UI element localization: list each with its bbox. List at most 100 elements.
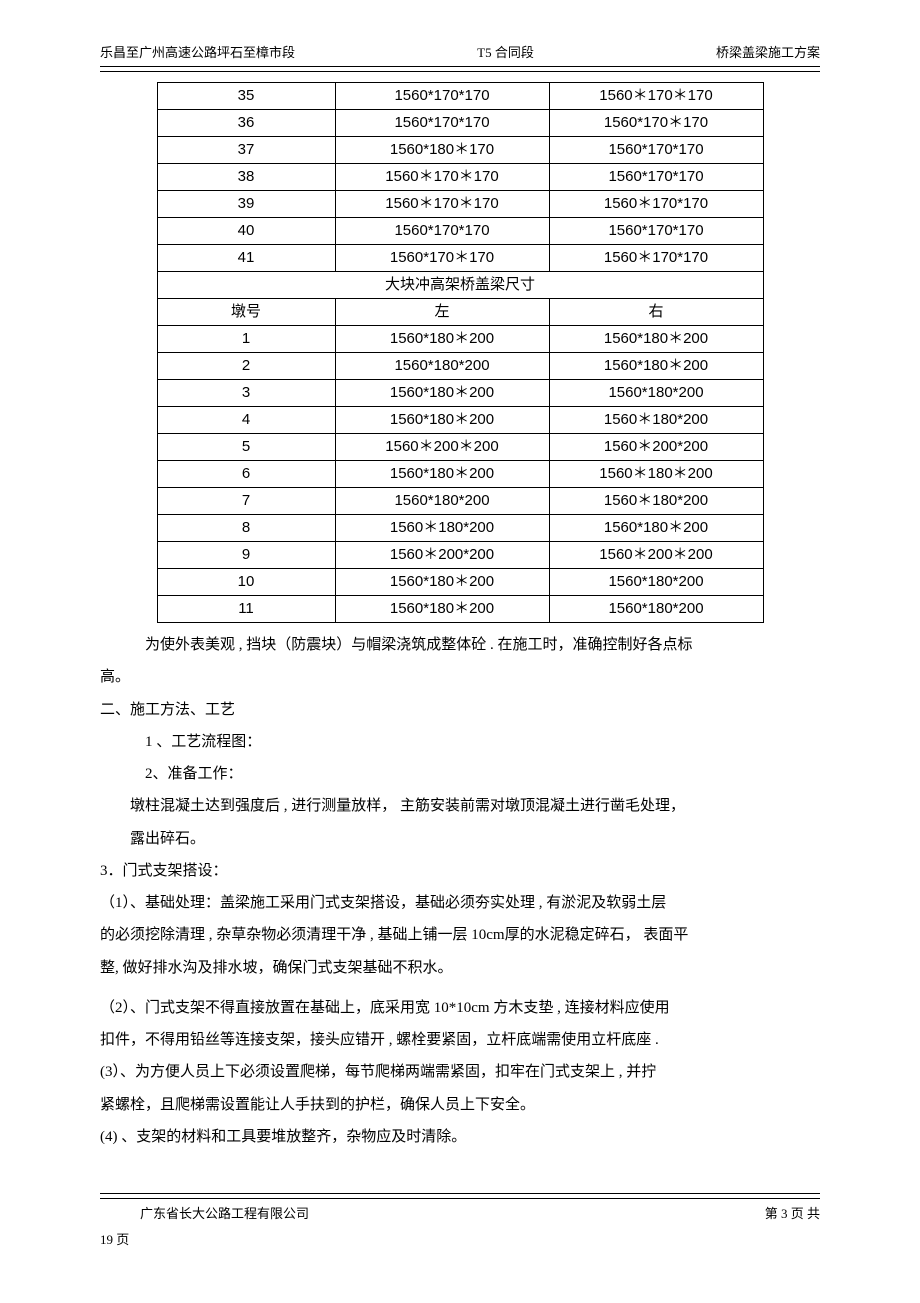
table-cell: 1560*170＊170 [335,245,549,272]
para-5b: 露出碎石。 [100,823,820,855]
footer-continue: 19 页 [100,1223,820,1248]
table-cell: 39 [157,191,335,218]
table-cell: 1560＊170*170 [549,191,763,218]
table-cell: 1560*180*200 [335,488,549,515]
header-left: 乐昌至广州高速公路坪石至樟市段 [100,44,295,62]
table-row: 71560*180*2001560＊180*200 [157,488,763,515]
table-row: 41560*180＊2001560＊180*200 [157,407,763,434]
para-7c: 整, 做好排水沟及排水坡，确保门式支架基础不积水。 [100,952,820,984]
table-cell: 1560*170*170 [549,164,763,191]
table-cell: 1560*170＊170 [549,110,763,137]
table-cell: 1560＊180*200 [549,488,763,515]
para-10: (4) 、支架的材料和工具要堆放整齐，杂物应及时清除。 [100,1121,820,1153]
para-7: （1）、基础处理：盖梁施工采用门式支架搭设，基础必须夯实处理 , 有淤泥及软弱土… [100,887,820,919]
header-rule [100,66,820,72]
para-5: 墩柱混凝土达到强度后 , 进行测量放样， 主筋安装前需对墩顶混凝土进行凿毛处理， [100,790,820,822]
table-row: 401560*170*1701560*170*170 [157,218,763,245]
para-3: 1 、工艺流程图： [100,726,820,758]
table-row: 31560*180＊2001560*180*200 [157,380,763,407]
para-1b: 高。 [100,661,820,693]
page-footer: 广东省长大公路工程有限公司 第 3 页 共 [100,1205,820,1223]
table-cell: 35 [157,83,335,110]
table-cell: 1560*180＊200 [335,326,549,353]
table-row: 21560*180*2001560*180＊200 [157,353,763,380]
table-cell: 左 [335,299,549,326]
table-cell: 1560*180＊170 [335,137,549,164]
table-cell: 1560*180＊200 [335,569,549,596]
table-cell: 37 [157,137,335,164]
table-cell: 1560*180＊200 [549,353,763,380]
table-cell: 4 [157,407,335,434]
table-cell: 36 [157,110,335,137]
footer-left: 广东省长大公路工程有限公司 [100,1205,309,1223]
body-text: 为使外表美观 , 挡块（防震块）与帽梁浇筑成整体砼 . 在施工时，准确控制好各点… [100,629,820,1153]
table-cell: 1560*180*200 [335,353,549,380]
table-cell: 1560＊200*200 [549,434,763,461]
table-cell: 1560＊180＊200 [549,461,763,488]
table-row: 411560*170＊1701560＊170*170 [157,245,763,272]
table-cell: 1560*170*170 [335,83,549,110]
table-row: 81560＊180*2001560*180＊200 [157,515,763,542]
table-cell: 2 [157,353,335,380]
table-cell: 1560＊180*200 [335,515,549,542]
dimensions-table: 351560*170*1701560＊170＊170361560*170*170… [157,82,764,623]
table-cell: 40 [157,218,335,245]
table-cell: 1560＊200＊200 [335,434,549,461]
table-row: 91560＊200*2001560＊200＊200 [157,542,763,569]
footer-rule [100,1193,820,1199]
para-2: 二、施工方法、工艺 [100,694,820,726]
table-cell: 7 [157,488,335,515]
table-cell: 41 [157,245,335,272]
table-row: 361560*170*1701560*170＊170 [157,110,763,137]
table-cell: 1560＊200＊200 [549,542,763,569]
table-row: 111560*180＊2001560*180*200 [157,596,763,623]
table-cell: 墩号 [157,299,335,326]
table-row: 351560*170*1701560＊170＊170 [157,83,763,110]
table-cell: 1560*180＊200 [335,596,549,623]
table-cell: 1560*180*200 [549,380,763,407]
para-9b: 紧螺栓，且爬梯需设置能让人手扶到的护栏，确保人员上下安全。 [100,1089,820,1121]
header-right: 桥梁盖梁施工方案 [716,44,820,62]
para-8: （2）、门式支架不得直接放置在基础上，底采用宽 10*10cm 方木支垫 , 连… [100,992,820,1024]
table-cell: 3 [157,380,335,407]
table-cell: 1560*180＊200 [549,515,763,542]
table-row: 51560＊200＊2001560＊200*200 [157,434,763,461]
table-cell: 1560*180＊200 [335,461,549,488]
table-cell: 1560*170*170 [549,137,763,164]
table-row: 391560＊170＊1701560＊170*170 [157,191,763,218]
para-6: 3．门式支架搭设： [100,855,820,887]
footer-right: 第 3 页 共 [765,1205,820,1223]
page-header: 乐昌至广州高速公路坪石至樟市段 T5 合同段 桥梁盖梁施工方案 [100,44,820,66]
table-cell: 1560*180*200 [549,569,763,596]
table-cell: 38 [157,164,335,191]
table-cell: 10 [157,569,335,596]
table-cell: 5 [157,434,335,461]
table-cell: 1560*180＊200 [335,380,549,407]
table-cell: 1560＊170*170 [549,245,763,272]
table-row: 101560*180＊2001560*180*200 [157,569,763,596]
para-8b: 扣件，不得用铅丝等连接支架，接头应错开 , 螺栓要紧固，立杆底端需使用立杆底座 … [100,1024,820,1056]
para-4: 2、准备工作： [100,758,820,790]
table-cell: 9 [157,542,335,569]
table-row: 61560*180＊2001560＊180＊200 [157,461,763,488]
table-cell: 1 [157,326,335,353]
table-cell: 1560*180＊200 [549,326,763,353]
table-cell: 1560*170*170 [335,110,549,137]
para-9: (3）、为方便人员上下必须设置爬梯，每节爬梯两端需紧固，扣牢在门式支架上 , 并… [100,1056,820,1088]
table-row: 墩号左右 [157,299,763,326]
table-row: 11560*180＊2001560*180＊200 [157,326,763,353]
header-center: T5 合同段 [477,44,534,62]
table-cell: 1560*180＊200 [335,407,549,434]
table-row: 371560*180＊1701560*170*170 [157,137,763,164]
table-section-title-row: 大块冲高架桥盖梁尺寸 [157,272,763,299]
para-7b: 的必须挖除清理 , 杂草杂物必须清理干净 , 基础上铺一层 10cm厚的水泥稳定… [100,919,820,951]
table-cell: 1560*170*170 [549,218,763,245]
table-cell: 8 [157,515,335,542]
table-cell: 1560*170*170 [335,218,549,245]
table-cell: 6 [157,461,335,488]
table-cell: 1560*180*200 [549,596,763,623]
table-cell: 1560＊170＊170 [549,83,763,110]
para-1: 为使外表美观 , 挡块（防震块）与帽梁浇筑成整体砼 . 在施工时，准确控制好各点… [100,629,820,661]
table-cell: 1560＊200*200 [335,542,549,569]
table-row: 381560＊170＊1701560*170*170 [157,164,763,191]
